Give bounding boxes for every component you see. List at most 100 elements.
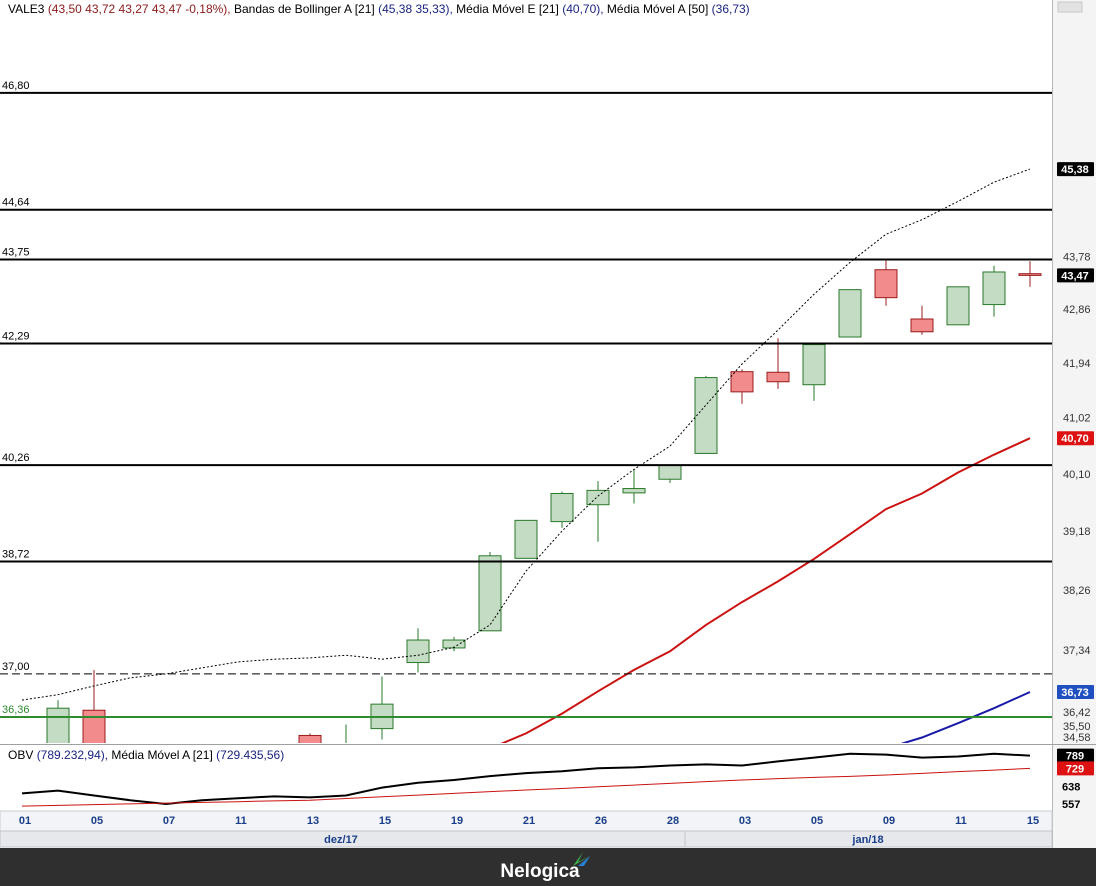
level-label: 37,00 xyxy=(2,661,30,673)
y-tick-label: 41,02 xyxy=(1063,413,1091,425)
month-label: jan/18 xyxy=(851,834,883,846)
legend-name: Média Móvel E [21] xyxy=(456,2,559,16)
level-label: 40,26 xyxy=(2,452,30,464)
x-tick-label: 15 xyxy=(379,815,391,827)
axes: 46,80 44,64 43,75 42,29 40,26 38,72 37,00 36,36… xyxy=(0,80,1094,846)
candle-body xyxy=(946,286,970,326)
value-badge-label: 45,38 xyxy=(1061,164,1089,176)
y-tick-label: 35,50 xyxy=(1063,721,1091,733)
legend-value: (729.435,56) xyxy=(216,748,285,762)
y-tick-label: 36,42 xyxy=(1063,707,1091,719)
value-badge xyxy=(1057,162,1094,177)
series-line xyxy=(21,168,1031,701)
x-tick-label: 13 xyxy=(307,815,319,827)
legend-name: Média Móvel A [21] xyxy=(111,748,213,762)
candle-body xyxy=(11,762,33,769)
price-plot xyxy=(11,168,1042,783)
x-tick-label: 11 xyxy=(955,815,967,827)
x-tick-label: 11 xyxy=(235,815,247,827)
month-label: dez/17 xyxy=(324,834,358,846)
level-label: 43,75 xyxy=(2,246,30,258)
x-tick-label: 26 xyxy=(595,815,607,827)
y-tick-label: 43,78 xyxy=(1063,252,1091,264)
legend-name: Média Móvel A [50] xyxy=(606,2,709,16)
candle-body xyxy=(478,555,502,632)
value-badge-label: 789 xyxy=(1066,751,1084,763)
legend-value: (45,38 35,33), xyxy=(378,2,453,16)
legend-name: OBV xyxy=(8,748,34,762)
candle-body xyxy=(406,639,430,664)
brand-logo xyxy=(573,852,590,866)
value-badge xyxy=(1057,761,1094,776)
y-tick-label: 41,94 xyxy=(1063,358,1091,370)
month-cell xyxy=(684,830,1053,848)
candle-body xyxy=(766,371,790,383)
x-tick-label: 03 xyxy=(739,815,751,827)
candle-body xyxy=(1018,273,1042,276)
price-legend: VALE3 (43,50 43,72 43,27 43,47 -0,18%), … xyxy=(8,2,750,16)
y-tick-label: 38,26 xyxy=(1063,585,1091,597)
candle-body xyxy=(694,377,718,454)
ticker: VALE3 xyxy=(8,2,45,16)
x-tick-label: 07 xyxy=(163,815,175,827)
candle-body xyxy=(335,749,357,756)
candle-body xyxy=(82,709,106,743)
candle-body xyxy=(442,639,466,649)
x-tick-label: 09 xyxy=(883,815,895,827)
level-label: 42,29 xyxy=(2,330,30,342)
y-tick-label: 39,18 xyxy=(1063,526,1091,538)
level-label: 46,80 xyxy=(2,80,30,92)
legend-value: (789.232,94), xyxy=(36,748,109,762)
y-tick-label: 557 xyxy=(1062,799,1080,811)
value-badge-label: 40,70 xyxy=(1061,433,1089,445)
ticker-values: (43,50 43,72 43,27 43,47 -0,18%), xyxy=(47,2,231,16)
candle-body xyxy=(838,289,862,338)
y-tick-label: 40,10 xyxy=(1063,469,1091,481)
candle-body xyxy=(514,519,538,559)
candle-body xyxy=(550,492,574,523)
x-tick-label: 21 xyxy=(523,815,535,827)
candle-body xyxy=(622,488,646,494)
series-line xyxy=(900,691,1031,743)
candle-body xyxy=(658,464,682,480)
candle-body xyxy=(191,776,213,783)
series-line xyxy=(21,767,1031,807)
candle-body xyxy=(155,769,177,776)
x-tick-label: 05 xyxy=(811,815,823,827)
y-tick-label: 37,34 xyxy=(1063,645,1091,657)
value-badge-label: 36,73 xyxy=(1061,687,1089,699)
x-tick-label: 05 xyxy=(91,815,103,827)
value-badge xyxy=(1057,431,1094,446)
value-badge-label: 729 xyxy=(1066,763,1084,775)
price-axis-bg xyxy=(1053,0,1096,848)
obv-plot xyxy=(21,752,1031,807)
candle-body xyxy=(910,318,934,333)
legend-value: (40,70), xyxy=(562,2,604,16)
legend-name: Bandas de Bollinger A [21] xyxy=(233,2,375,16)
value-badge-label: 43,47 xyxy=(1061,270,1089,282)
x-tick-label: 01 xyxy=(19,815,31,827)
corner-button[interactable] xyxy=(1057,1,1083,13)
x-tick-label: 28 xyxy=(667,815,679,827)
y-tick-label: 42,86 xyxy=(1063,304,1091,316)
brand: Nelogica xyxy=(500,861,580,882)
candle-body xyxy=(298,734,322,743)
x-tick-label: 19 xyxy=(451,815,463,827)
candle-body xyxy=(982,271,1006,306)
level-label: 36,36 xyxy=(2,704,30,716)
x-tick-label: 15 xyxy=(1027,815,1039,827)
series-line xyxy=(21,752,1031,806)
value-badge xyxy=(1057,748,1094,763)
obv-legend: OBV (789.232,94), Média Móvel A [21] (72… xyxy=(8,748,284,762)
y-tick-label: 34,58 xyxy=(1063,732,1091,744)
candle-body xyxy=(802,344,826,386)
candle-body xyxy=(227,769,249,783)
candle-body xyxy=(730,371,754,393)
level-label: 44,64 xyxy=(2,197,30,209)
level-label: 38,72 xyxy=(2,548,30,560)
value-badge xyxy=(1057,268,1094,283)
value-badge xyxy=(1057,684,1094,699)
candle-body xyxy=(586,489,610,506)
